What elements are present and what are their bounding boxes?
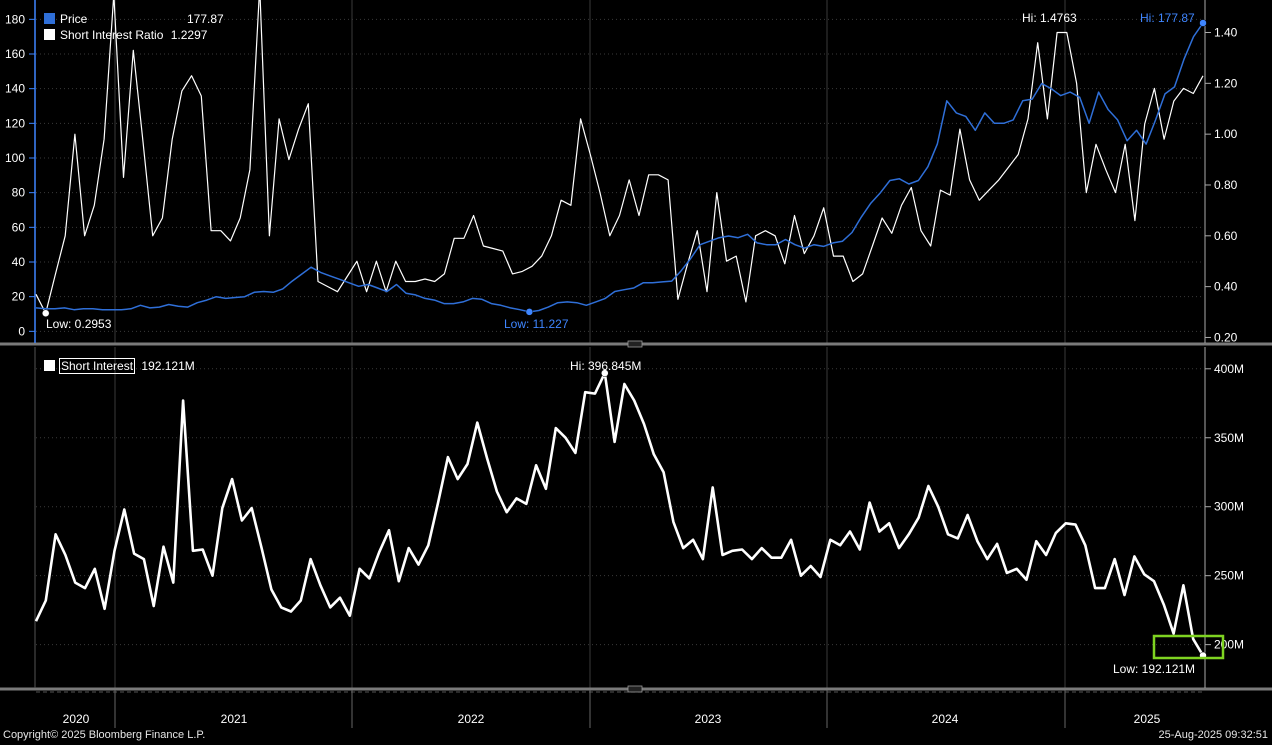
price-legend[interactable]: Price 177.87 (44, 12, 224, 27)
ratio-axis-label: 0.60 (1214, 229, 1238, 243)
chart-markers (41, 19, 1207, 660)
price-high-annotation: Hi: 177.87 (1140, 11, 1195, 25)
short-interest-axis: 200M 250M 300M 350M 400M (1204, 347, 1244, 688)
price-axis-label: 100 (5, 151, 25, 165)
si-high-marker (601, 369, 609, 377)
x-axis-year-label: 2025 (1134, 712, 1161, 726)
sir-legend-label: Short Interest Ratio (60, 28, 164, 42)
price-low-marker (525, 308, 534, 316)
price-axis-label: 40 (12, 255, 26, 269)
x-axis-year-label: 2024 (932, 712, 959, 726)
panel-frame (0, 340, 1272, 693)
price-high-marker (1199, 19, 1207, 27)
panel-resize-handle (627, 340, 643, 348)
price-axis-label: 120 (5, 116, 25, 130)
price-axis-label: 140 (5, 82, 25, 96)
copyright-text: Copyright© 2025 Bloomberg Finance L.P. (3, 729, 206, 741)
price-axis-label: 80 (12, 186, 26, 200)
ratio-axis-label: 1.40 (1214, 25, 1238, 39)
price-axis-label: 180 (5, 12, 25, 26)
chart-series (34, 0, 1205, 657)
si-low-annotation: Low: 192.121M (1113, 662, 1195, 676)
x-axis-year-label: 2021 (221, 712, 248, 726)
si-axis-label: 250M (1214, 569, 1244, 583)
ratio-axis-label: 0.80 (1214, 178, 1238, 192)
ratio-axis-label: 0.20 (1214, 330, 1238, 344)
short-interest-legend-label: Short Interest (58, 358, 136, 374)
price-swatch (44, 13, 55, 24)
timestamp-text: 25-Aug-2025 09:32:51 (1158, 729, 1268, 741)
x-axis-year-label: 2023 (695, 712, 722, 726)
si-axis-label: 350M (1214, 431, 1244, 445)
short-interest-ratio-axis: 0.20 0.40 0.60 0.80 1.00 1.20 1.40 (1204, 0, 1238, 344)
price-low-annotation: Low: 11.227 (504, 317, 569, 331)
price-axis: 0 20 40 60 80 100 120 140 160 180 (5, 0, 36, 343)
sir-legend[interactable]: Short Interest Ratio 1.2297 (44, 28, 207, 43)
price-legend-value: 177.87 (187, 12, 224, 26)
price-axis-label: 60 (12, 220, 26, 234)
price-axis-label: 20 (12, 290, 26, 304)
short-interest-ratio-line (35, 0, 1204, 314)
price-line (35, 22, 1204, 313)
si-axis-label: 400M (1214, 362, 1244, 376)
short-interest-line (34, 371, 1205, 657)
si-high-annotation: Hi: 396.845M (570, 359, 641, 373)
price-legend-label: Price (60, 12, 88, 26)
x-axis: 2020 2021 2022 2023 2024 2025 (63, 690, 1161, 728)
sir-low-annotation: Low: 0.2953 (46, 317, 112, 331)
short-interest-legend-value: 192.121M (141, 359, 195, 373)
ratio-axis-label: 1.20 (1214, 76, 1238, 90)
si-axis-label: 300M (1214, 500, 1244, 514)
chart-grid (36, 0, 1203, 688)
sir-low-marker (41, 309, 50, 317)
short-interest-legend[interactable]: Short Interest 192.121M (44, 358, 195, 374)
sir-swatch (44, 29, 55, 40)
x-axis-year-label: 2020 (63, 712, 90, 726)
x-axis-year-label: 2022 (458, 712, 485, 726)
panel-resize-handle (627, 685, 643, 693)
sir-high-annotation: Hi: 1.4763 (1022, 11, 1077, 25)
si-axis-label: 200M (1214, 638, 1244, 652)
low-highlight-box (1152, 634, 1225, 660)
short-interest-swatch (44, 360, 55, 371)
sir-legend-value: 1.2297 (170, 28, 208, 42)
price-axis-label: 0 (18, 324, 25, 338)
ratio-axis-label: 1.00 (1214, 127, 1238, 141)
price-axis-label: 160 (5, 47, 25, 61)
ratio-axis-label: 0.40 (1214, 280, 1238, 294)
